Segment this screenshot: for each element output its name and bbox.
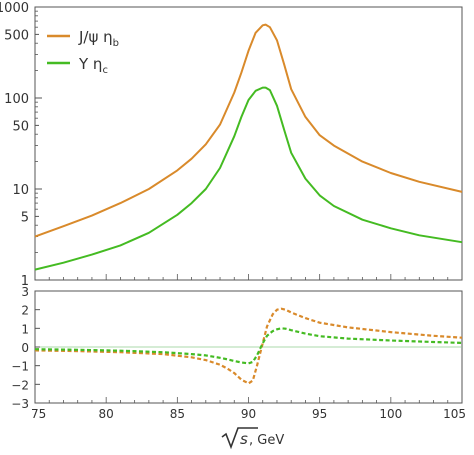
bottom-y-tick-label: 1	[21, 322, 29, 336]
top-y-tick-label: 50	[12, 119, 29, 134]
x-axis-label-unit: , GeV	[249, 433, 284, 448]
top-y-tick-label: 10	[12, 183, 29, 198]
bottom-y-tick-label: 0	[21, 341, 29, 355]
x-tick-label: 95	[312, 407, 327, 421]
x-axis-label-variable: s	[240, 430, 248, 448]
x-axis-label: s , GeV	[221, 427, 284, 450]
legend-entry-upsilon: Υ ηc	[47, 55, 108, 76]
sqrt-sign	[221, 427, 258, 450]
legend: J/ψ ηb Υ ηc	[47, 28, 119, 76]
x-tick-label: 100	[379, 407, 402, 421]
ratio-line-upsilon	[34, 327, 463, 365]
top-y-tick-label: 1000	[0, 1, 29, 16]
x-tick-label: 85	[170, 407, 185, 421]
x-tick-label: 75	[31, 407, 46, 421]
bottom-y-tick-label: −3	[11, 397, 29, 411]
top-y-tick-label: 500	[4, 28, 29, 43]
bottom-y-axis: 3 2 1 0 −1 −2 −3	[11, 285, 462, 411]
x-tick-label: 105	[443, 407, 466, 421]
bottom-series-lines	[34, 307, 463, 385]
bottom-y-tick-label: 3	[21, 285, 29, 299]
legend-label-upsilon-main: Υ η	[78, 55, 102, 73]
ratio-line-jpsi	[34, 307, 463, 385]
legend-label-jpsi-sub: b	[113, 38, 119, 49]
series-line-jpsi	[34, 23, 463, 238]
legend-label-upsilon-sub: c	[102, 65, 108, 76]
legend-label-jpsi-main: J/ψ η	[78, 28, 113, 46]
bottom-y-tick-label: −2	[11, 378, 29, 392]
legend-label-jpsi: J/ψ ηb	[78, 28, 119, 49]
top-series-lines	[34, 23, 463, 271]
top-y-tick-label: 1	[21, 274, 29, 289]
top-y-tick-label: 5	[21, 210, 29, 225]
series-line-upsilon	[34, 86, 463, 271]
legend-label-upsilon: Υ ηc	[78, 55, 108, 76]
bottom-y-tick-label: −1	[11, 360, 29, 374]
legend-entry-jpsi: J/ψ ηb	[47, 28, 119, 49]
top-plot-frame	[34, 6, 463, 281]
x-axis: 75 80 85 90 95 100 105	[31, 274, 466, 421]
top-y-tick-label: 100	[4, 92, 29, 107]
top-y-axis: 1 5 10 50 100 500 1000	[0, 1, 42, 289]
x-tick-label: 90	[241, 407, 256, 421]
bottom-y-tick-label: 2	[21, 304, 29, 318]
x-tick-label: 80	[99, 407, 114, 421]
